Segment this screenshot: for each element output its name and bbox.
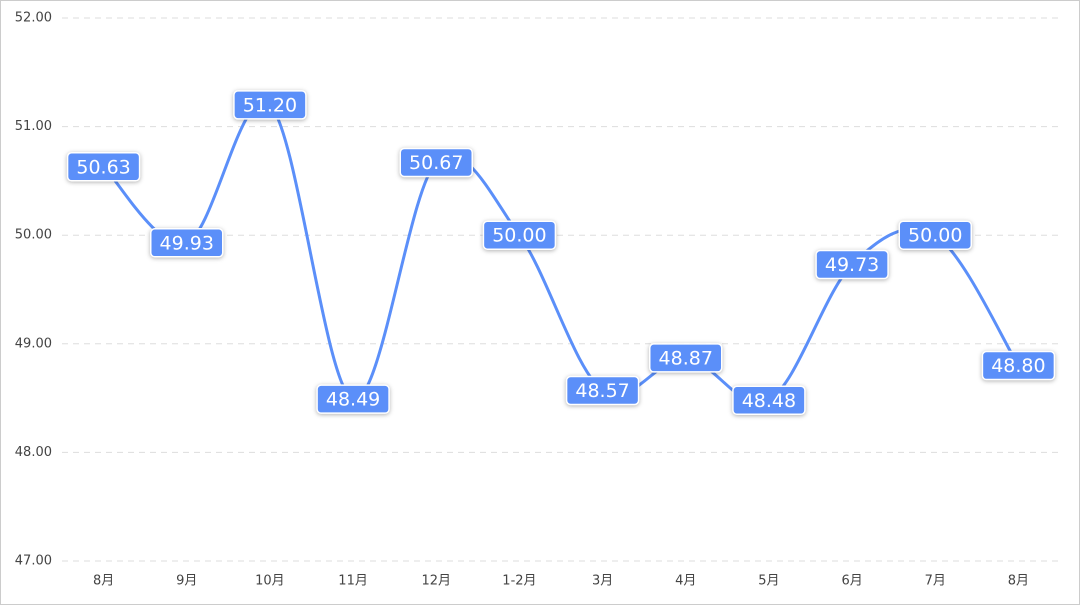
value-label: 48.80 [991, 355, 1045, 377]
x-tick-label: 12月 [421, 574, 451, 589]
value-label-box [482, 220, 557, 250]
x-tick-label: 3月 [592, 574, 613, 589]
value-label-box [233, 90, 307, 120]
y-tick-label: 48.00 [15, 445, 52, 460]
value-label: 49.93 [160, 232, 214, 254]
y-tick-label: 47.00 [15, 554, 52, 569]
y-tick-label: 51.00 [15, 119, 52, 134]
value-label-box [565, 375, 640, 406]
x-tick-label: 1-2月 [502, 574, 536, 589]
value-label: 48.49 [326, 389, 380, 411]
value-label-box [316, 384, 390, 414]
value-label: 48.48 [742, 390, 796, 412]
y-tick-label: 49.00 [15, 336, 52, 351]
value-label-box [815, 249, 889, 280]
value-label: 50.00 [908, 225, 962, 247]
x-tick-label: 5月 [758, 574, 779, 589]
x-tick-label: 7月 [925, 574, 946, 589]
x-tick-label: 4月 [675, 574, 696, 589]
x-tick-label: 6月 [841, 574, 862, 589]
value-label: 48.87 [659, 347, 713, 369]
value-label: 49.73 [825, 254, 879, 276]
y-tick-label: 50.00 [15, 228, 52, 243]
x-tick-label: 9月 [176, 574, 197, 589]
value-label: 50.67 [409, 152, 463, 174]
x-tick-label: 11月 [338, 574, 368, 589]
value-label-box [732, 385, 806, 416]
value-label: 50.00 [492, 225, 546, 247]
x-tick-label: 8月 [93, 574, 114, 589]
y-tick-label: 52.00 [15, 11, 52, 26]
x-tick-label: 10月 [255, 574, 285, 589]
value-label-box [399, 147, 473, 178]
value-label-box [649, 343, 723, 373]
value-label: 50.63 [76, 156, 130, 178]
value-label-box [981, 350, 1056, 381]
x-tick-label: 8月 [1008, 574, 1029, 589]
value-label: 51.20 [243, 94, 297, 116]
value-label-box [898, 220, 972, 250]
value-label-box [66, 152, 141, 182]
value-label-box [150, 228, 224, 258]
value-label: 48.57 [575, 380, 629, 402]
